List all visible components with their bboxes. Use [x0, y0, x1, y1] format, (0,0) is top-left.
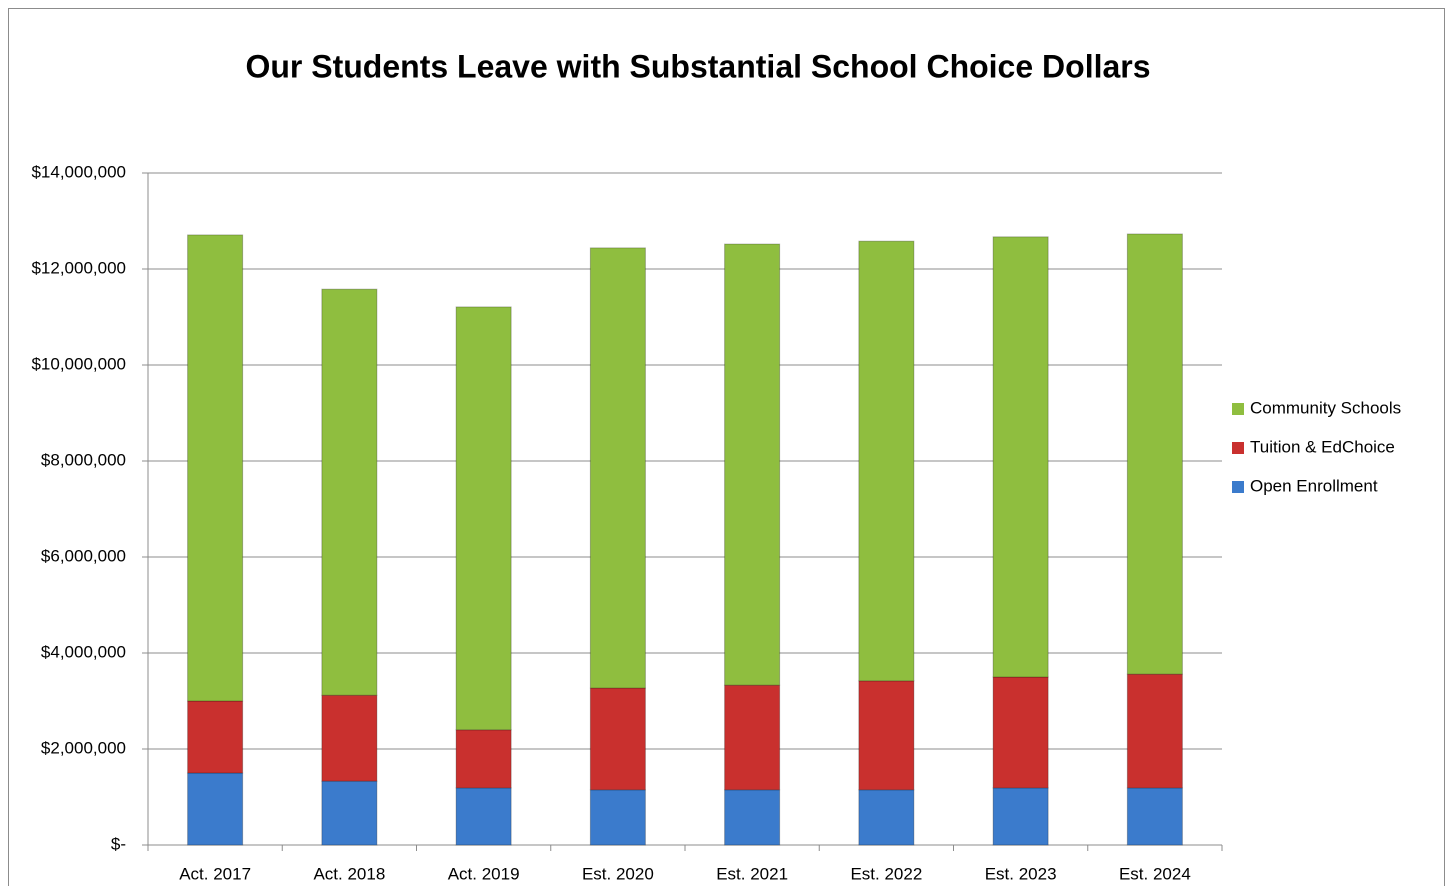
bar-segment	[187, 234, 244, 702]
bar-segment	[858, 240, 915, 682]
bar-segment	[455, 787, 512, 846]
bar-segment	[321, 288, 378, 696]
bar-segment	[1126, 233, 1183, 675]
legend-label: Tuition & EdChoice	[1250, 437, 1395, 456]
legend-swatch	[1232, 403, 1244, 415]
x-tick-label: Est. 2022	[850, 864, 922, 883]
bar-segment	[992, 236, 1049, 678]
bar-segment	[589, 789, 646, 846]
bar-segment	[992, 787, 1049, 846]
x-tick-label: Est. 2020	[582, 864, 654, 883]
bar-segment	[455, 306, 512, 731]
bar-segment	[858, 789, 915, 846]
bar-segment	[455, 729, 512, 789]
chart-title: Our Students Leave with Substantial Scho…	[245, 48, 1150, 84]
bar-segment	[724, 684, 781, 791]
bar-segment	[1126, 787, 1183, 846]
y-tick-label: $10,000,000	[31, 354, 126, 373]
x-tick-label: Est. 2024	[1119, 864, 1191, 883]
bar-segment	[187, 772, 244, 846]
y-tick-label: $12,000,000	[31, 258, 126, 277]
x-tick-label: Est. 2023	[985, 864, 1057, 883]
legend-swatch	[1232, 442, 1244, 454]
bar-segment	[187, 700, 244, 774]
bar-segment	[724, 789, 781, 846]
x-tick-label: Act. 2018	[313, 864, 385, 883]
y-tick-label: $14,000,000	[31, 162, 126, 181]
legend-label: Open Enrollment	[1250, 476, 1378, 495]
y-tick-label: $6,000,000	[41, 546, 126, 565]
bar-segment	[858, 680, 915, 791]
x-tick-label: Act. 2017	[179, 864, 251, 883]
bar-segment	[724, 243, 781, 686]
legend-label: Community Schools	[1250, 398, 1401, 417]
bar-segment	[589, 687, 646, 791]
legend-swatch	[1232, 481, 1244, 493]
y-tick-label: $2,000,000	[41, 738, 126, 757]
chart-border	[8, 8, 1445, 886]
bar-segment	[992, 676, 1049, 789]
y-tick-label: $8,000,000	[41, 450, 126, 469]
bar-segment	[1126, 673, 1183, 789]
bar-segment	[589, 247, 646, 689]
bar-segment	[321, 780, 378, 846]
x-tick-label: Est. 2021	[716, 864, 788, 883]
y-tick-label: $4,000,000	[41, 642, 126, 661]
bar-segment	[321, 694, 378, 782]
x-tick-label: Act. 2019	[448, 864, 520, 883]
y-tick-label: $-	[111, 834, 126, 853]
